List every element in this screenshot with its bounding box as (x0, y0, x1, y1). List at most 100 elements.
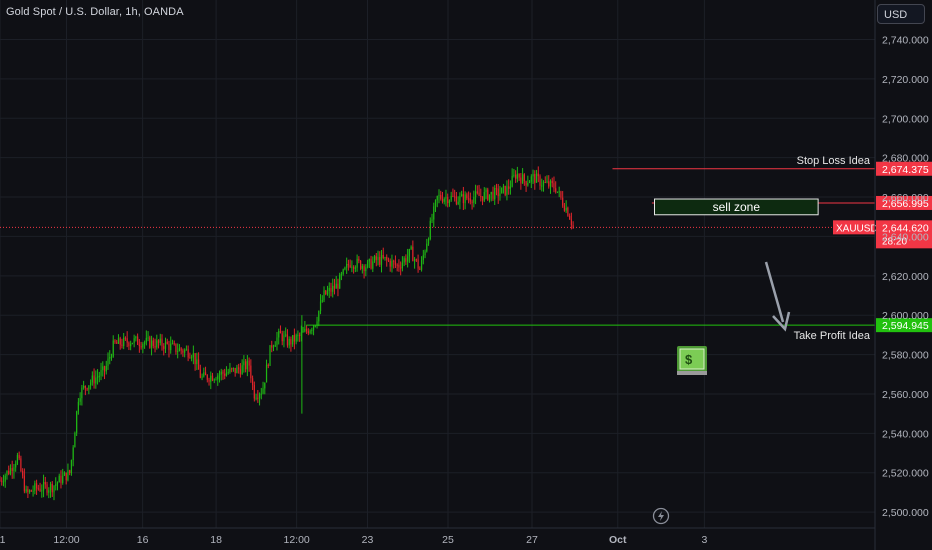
candle-body (152, 340, 154, 346)
candle-body (84, 385, 86, 389)
candle-body (546, 181, 548, 183)
candle-body (272, 346, 275, 348)
candle-body (379, 256, 381, 265)
candle-body (267, 364, 269, 366)
candle-body (384, 257, 386, 259)
candles-layer (0, 166, 574, 501)
candle-body (269, 345, 271, 366)
candle-body (48, 490, 50, 493)
candle-body (154, 345, 156, 348)
candle-body (225, 372, 228, 376)
candle-body (199, 369, 201, 378)
candle-body (208, 379, 210, 382)
candle-body (178, 348, 181, 352)
candle-body (333, 285, 336, 289)
down-arrow-icon (764, 261, 785, 323)
candle-body (462, 194, 464, 204)
candle-body (83, 385, 85, 388)
candle-body (398, 264, 400, 268)
candle-body (572, 225, 574, 228)
candle-body (187, 349, 189, 358)
y-tick-label: 2,540.000 (882, 428, 929, 440)
candle-body (112, 340, 114, 357)
candle-body (150, 340, 153, 348)
candle-body (170, 343, 172, 351)
sell-zone-label: sell zone (713, 200, 761, 214)
candle-body (119, 338, 121, 345)
candle-body (32, 490, 34, 492)
candle-body (243, 361, 245, 366)
candle-body (555, 188, 557, 192)
candle-body (480, 195, 482, 197)
x-tick-label: 23 (362, 534, 374, 546)
currency-button[interactable]: USD (877, 4, 925, 24)
candle-body (236, 367, 238, 374)
x-tick-label: Oct (609, 534, 627, 546)
candle-body (30, 490, 32, 492)
candle-body (396, 264, 398, 266)
candle-body (356, 258, 358, 268)
x-tick-label: 16 (137, 534, 149, 546)
candle-body (508, 186, 510, 189)
candle-body (285, 334, 287, 336)
y-tick-label: 2,740.000 (882, 35, 929, 47)
candle-body (279, 331, 282, 334)
candle-body (76, 411, 78, 433)
x-tick-label: 12:00 (283, 534, 309, 546)
candle-body (492, 191, 494, 200)
candle-body (548, 181, 550, 187)
candle-body (70, 460, 73, 473)
candle-body (562, 197, 564, 206)
candle-body (211, 375, 214, 381)
candle-body (189, 357, 191, 359)
candle-body (487, 189, 489, 200)
candle-body (387, 259, 390, 261)
candle-body (295, 335, 297, 342)
candle-body (485, 189, 487, 193)
candle-body (366, 261, 369, 268)
candle-body (441, 198, 444, 202)
candle-body (51, 483, 53, 493)
x-tick-label: 25 (442, 534, 454, 546)
candle-body (433, 206, 435, 220)
candle-body (131, 342, 134, 344)
candle-body (175, 343, 177, 352)
candle-body (426, 243, 428, 252)
candle-body (403, 258, 405, 263)
candle-body (497, 188, 499, 197)
candle-body (488, 194, 491, 200)
candle-body (386, 257, 388, 260)
lightning-bolt (658, 511, 664, 521)
candle-body (413, 259, 416, 262)
candle-body (556, 191, 559, 193)
candle-body (342, 269, 344, 275)
candle-body (318, 311, 320, 322)
chart-title: Gold Spot / U.S. Dollar, 1h, OANDA (6, 6, 184, 18)
candle-body (262, 388, 264, 394)
candle-body (245, 361, 247, 370)
candle-body (354, 267, 356, 269)
candle-body (185, 349, 188, 351)
candle-body (307, 330, 309, 334)
candle-body (13, 467, 15, 472)
candle-body (373, 256, 376, 262)
candle-body (375, 256, 377, 260)
candle-body (147, 337, 149, 339)
candle-body (434, 200, 437, 207)
candle-body (292, 335, 294, 345)
candle-body (60, 475, 62, 483)
candle-body (541, 185, 543, 187)
candle-body (171, 343, 174, 345)
candle-body (394, 261, 397, 265)
time-axis[interactable]: 11 12:00 16 18 12:00 23 25 27 Oct 3 (0, 534, 707, 546)
candle-body (121, 344, 123, 347)
x-tick-label: 11 (0, 534, 6, 546)
price-axis[interactable]: 2,500.000 2,520.000 2,540.000 2,560.000 2,58… (882, 35, 929, 520)
candle-body (255, 397, 257, 399)
candle-body (478, 192, 480, 196)
candle-body (302, 331, 304, 333)
current-price-label: 2,644.620 (882, 222, 929, 234)
candle-body (232, 367, 235, 369)
candle-body (114, 340, 116, 343)
